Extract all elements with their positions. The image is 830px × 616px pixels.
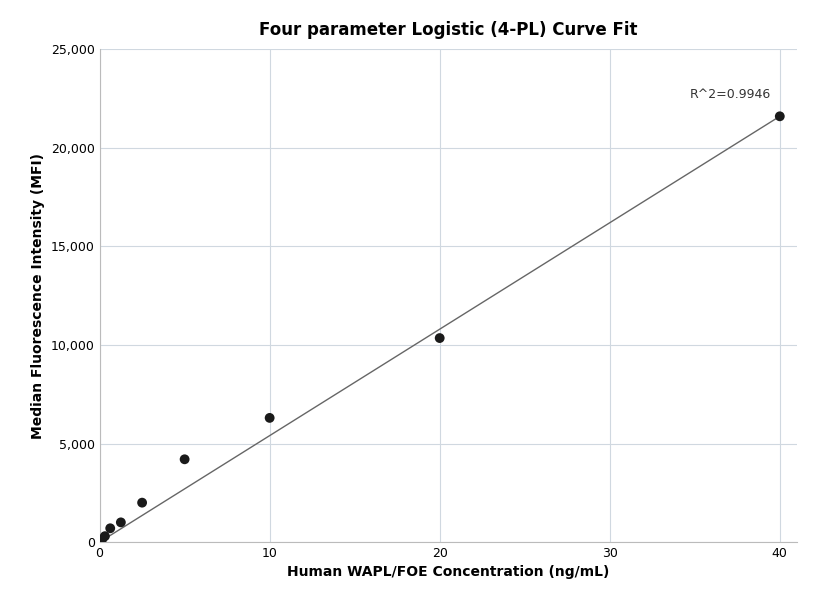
Point (135, 498, 149, 508)
Point (263, 413, 276, 423)
Point (95, 534, 109, 544)
Title: Four parameter Logistic (4-PL) Curve Fit: Four parameter Logistic (4-PL) Curve Fit (259, 22, 637, 39)
Text: R^2=0.9946: R^2=0.9946 (690, 87, 771, 100)
Point (433, 333, 447, 343)
X-axis label: Human WAPL/FOE Concentration (ng/mL): Human WAPL/FOE Concentration (ng/mL) (287, 565, 609, 580)
Point (98, 531, 111, 541)
Point (115, 517, 128, 527)
Point (104, 524, 117, 533)
Point (178, 455, 191, 464)
Y-axis label: Median Fluorescence Intensity (MFI): Median Fluorescence Intensity (MFI) (32, 153, 46, 439)
Point (774, 111, 787, 121)
